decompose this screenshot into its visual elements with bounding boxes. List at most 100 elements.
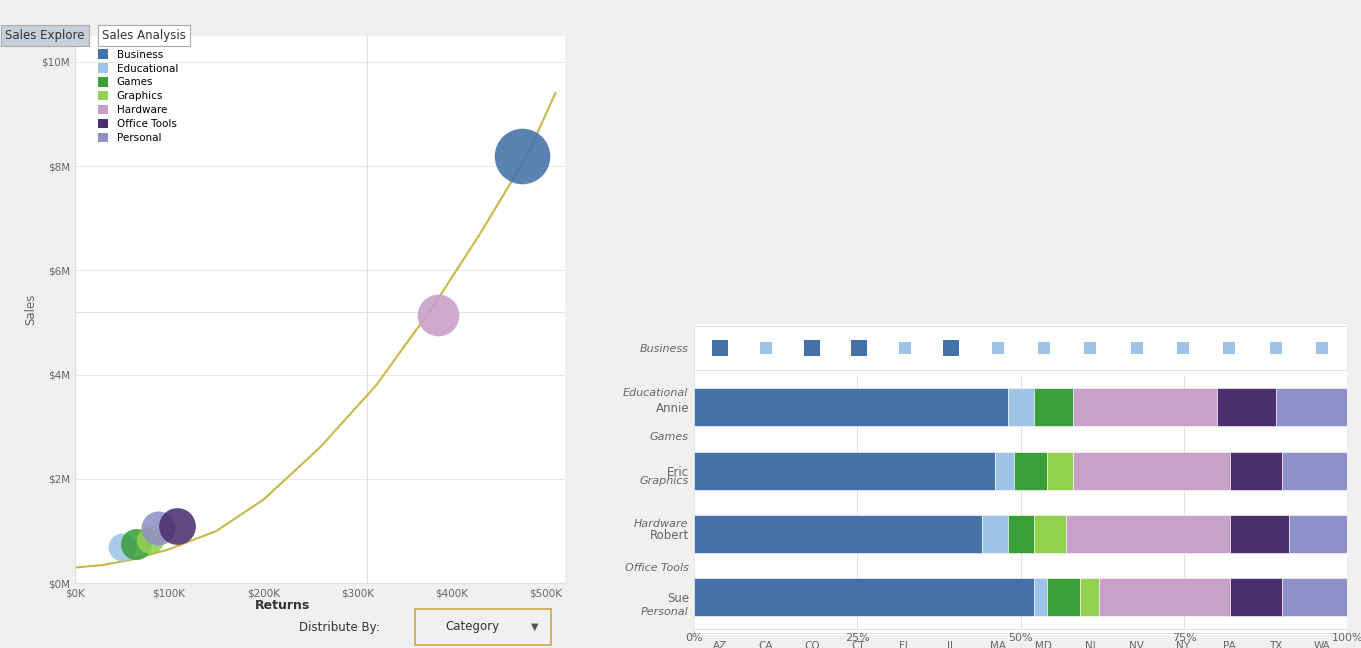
Bar [1047,452,1072,490]
Bar [995,452,1014,490]
Bar [1047,578,1079,616]
Point [1311,387,1332,397]
Point [848,474,870,485]
Text: ▼: ▼ [531,622,539,632]
Point [755,606,777,616]
Point [940,430,962,441]
Point [1311,343,1332,353]
Bar [1034,578,1047,616]
Point [1126,474,1147,485]
Point [940,606,962,616]
Point [1264,474,1286,485]
Point [709,606,731,616]
Point [1126,430,1147,441]
Bar [1014,452,1047,490]
Point [709,562,731,572]
Point [1172,562,1194,572]
Bar [1275,389,1347,426]
Point [1311,474,1332,485]
Point [1033,343,1055,353]
Point [755,518,777,529]
Point [848,343,870,353]
Bar [1034,515,1067,553]
Bar [1067,515,1230,553]
Point [987,430,1009,441]
Point [1218,387,1240,397]
Point [1033,387,1055,397]
Text: Category: Category [445,620,499,634]
Point [894,387,916,397]
Point [987,606,1009,616]
Point [1172,343,1194,353]
Bar [1217,389,1275,426]
Bar [694,578,1034,616]
Point [1079,430,1101,441]
Point [1126,518,1147,529]
Bar [981,515,1007,553]
Point [987,387,1009,397]
Bar [1079,578,1100,616]
Y-axis label: Sales: Sales [24,294,37,325]
Point [802,387,823,397]
Point [1126,562,1147,572]
Point [1033,474,1055,485]
Point [755,430,777,441]
Point [848,518,870,529]
Point [1079,474,1101,485]
Point [709,387,731,397]
Point [1079,387,1101,397]
Point [1172,518,1194,529]
Point [987,518,1009,529]
Point [112,542,133,552]
Legend: Business, Educational, Games, Graphics, Hardware, Office Tools, Personal: Business, Educational, Games, Graphics, … [95,46,181,146]
Point [1311,518,1332,529]
Point [1264,387,1286,397]
Point [1033,606,1055,616]
Point [1172,606,1194,616]
Point [1311,606,1332,616]
Point [987,474,1009,485]
Text: Distribute By:: Distribute By: [299,621,380,634]
Point [802,606,823,616]
Point [802,562,823,572]
Bar [1072,389,1217,426]
Text: Sales Explore: Sales Explore [5,29,84,42]
Bar [694,452,995,490]
Point [940,474,962,485]
Point [1311,430,1332,441]
Text: Sales Analysis: Sales Analysis [102,29,186,42]
Point [1079,562,1101,572]
Point [709,430,731,441]
Point [755,562,777,572]
Bar [1007,515,1034,553]
Point [755,474,777,485]
Point [802,343,823,353]
Point [1126,606,1147,616]
Text: Returns: Returns [255,599,310,612]
Bar [1282,578,1347,616]
Point [1264,343,1286,353]
Point [427,310,449,320]
Point [894,606,916,616]
Point [894,430,916,441]
Point [1033,430,1055,441]
Point [709,518,731,529]
Point [512,150,534,161]
Point [894,518,916,529]
Point [1218,562,1240,572]
Point [1126,387,1147,397]
Point [848,562,870,572]
Point [802,474,823,485]
Point [166,520,188,531]
Point [848,606,870,616]
Point [139,535,161,546]
Bar [1289,515,1347,553]
Point [940,387,962,397]
Point [940,343,962,353]
Point [1079,606,1101,616]
Point [125,539,147,550]
Point [755,343,777,353]
Point [987,343,1009,353]
Point [1218,474,1240,485]
Bar [1100,578,1230,616]
